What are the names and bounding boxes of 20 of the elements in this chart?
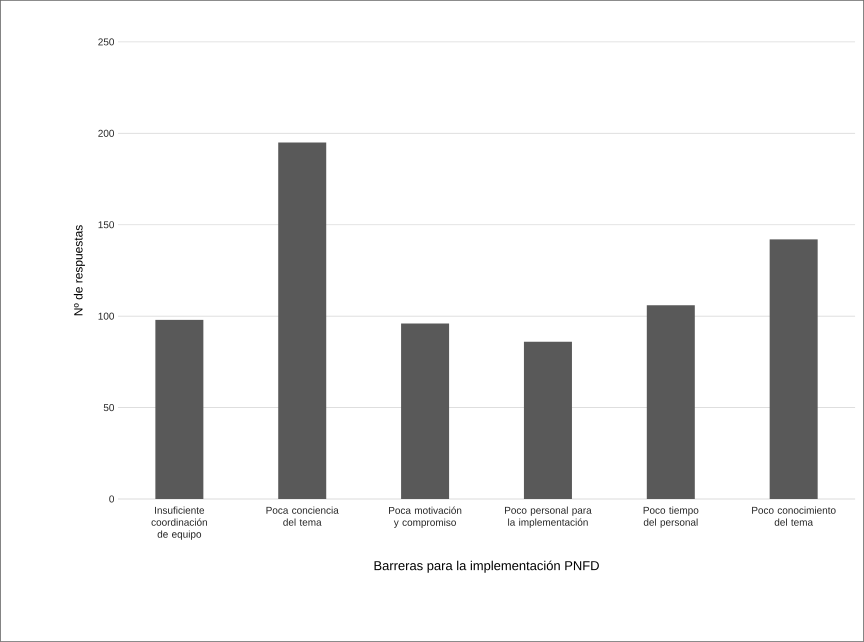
- y-tick-label: 250: [98, 38, 114, 46]
- y-tick-label: 0: [109, 496, 114, 503]
- bar: [646, 305, 695, 500]
- x-tick-label: Poco tiempo del personal: [644, 506, 698, 528]
- y-tick-label: 200: [98, 130, 114, 137]
- bar: [278, 142, 326, 500]
- x-tick-label: Poco conocimiento del tema: [752, 506, 836, 526]
- bar: [401, 324, 450, 500]
- x-axis-title: Barreras para la implementación PNFD: [374, 560, 599, 573]
- x-tick-label: Poco personal para la implementación: [504, 506, 592, 528]
- x-tick-label: Poca motivación y compromiso: [389, 506, 462, 528]
- x-tick-label: Poca conciencia del tema: [266, 506, 339, 526]
- y-axis-title: Nº de respuestas: [74, 225, 85, 316]
- y-tick-label: 100: [98, 312, 114, 320]
- bar: [155, 320, 204, 500]
- y-tick-label: 150: [98, 221, 114, 228]
- bar: [770, 239, 818, 500]
- y-tick-label: 50: [104, 404, 114, 412]
- bar: [524, 342, 572, 500]
- x-tick-label: Insuficiente coordinación de equipo: [152, 506, 207, 540]
